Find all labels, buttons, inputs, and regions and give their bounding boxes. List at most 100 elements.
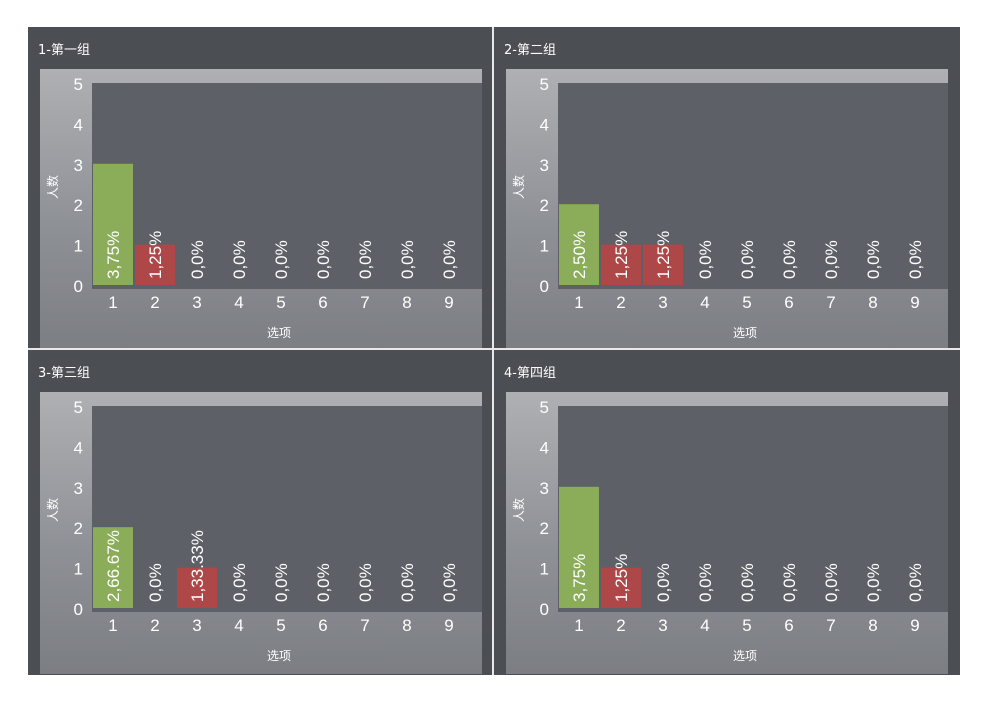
y-tick-label: 4 xyxy=(540,115,549,134)
y-tick-label: 1 xyxy=(74,237,83,256)
x-tick-label: 6 xyxy=(318,293,327,312)
bar xyxy=(559,204,599,285)
x-tick-label: 7 xyxy=(360,293,369,312)
data-label: 0,0% xyxy=(398,240,417,279)
x-tick-label: 4 xyxy=(234,616,243,635)
x-tick-label: 8 xyxy=(402,616,411,635)
chart-header xyxy=(494,350,960,389)
y-tick-label: 2 xyxy=(540,196,549,215)
x-tick-label: 1 xyxy=(574,293,583,312)
y-tick-label: 1 xyxy=(540,237,549,256)
data-label: 0,0% xyxy=(440,563,459,602)
x-axis-label: 选项 xyxy=(267,326,291,340)
plot-area xyxy=(92,406,482,612)
chart-title: 2-第二组 xyxy=(504,43,556,58)
x-tick-label: 6 xyxy=(784,293,793,312)
data-label: 0,0% xyxy=(822,240,841,279)
data-label: 1,33.33% xyxy=(188,530,207,602)
y-axis-label: 人数 xyxy=(45,175,60,199)
bar xyxy=(135,244,175,285)
x-tick-label: 8 xyxy=(868,293,877,312)
bar xyxy=(643,244,683,285)
y-tick-label: 1 xyxy=(74,560,83,579)
data-label: 0,0% xyxy=(188,240,207,279)
x-tick-label: 8 xyxy=(402,293,411,312)
x-tick-label: 5 xyxy=(742,616,751,635)
y-tick-label: 0 xyxy=(74,277,83,296)
x-axis-label: 选项 xyxy=(733,649,757,663)
y-tick-label: 4 xyxy=(74,115,83,134)
data-label: 0,0% xyxy=(696,563,715,602)
y-tick-label: 3 xyxy=(540,156,549,175)
chart-title: 4-第四组 xyxy=(504,366,556,381)
data-label: 0,0% xyxy=(314,563,333,602)
y-tick-label: 3 xyxy=(74,156,83,175)
y-tick-label: 3 xyxy=(540,479,549,498)
x-tick-label: 6 xyxy=(318,616,327,635)
bar xyxy=(601,244,641,285)
bar xyxy=(601,567,641,608)
data-label: 0,0% xyxy=(272,240,291,279)
x-tick-label: 7 xyxy=(826,293,835,312)
x-tick-label: 3 xyxy=(192,293,201,312)
chart-header xyxy=(28,350,494,389)
data-label: 1,25% xyxy=(612,231,631,279)
data-label: 0,0% xyxy=(906,563,925,602)
panel-divider-vertical xyxy=(492,27,494,675)
x-tick-label: 1 xyxy=(108,293,117,312)
y-tick-label: 1 xyxy=(540,560,549,579)
panel-divider-horizontal xyxy=(28,348,960,350)
data-label: 0,0% xyxy=(230,240,249,279)
y-tick-label: 2 xyxy=(74,519,83,538)
data-label: 0,0% xyxy=(738,240,757,279)
y-axis-label: 人数 xyxy=(511,175,526,199)
x-tick-label: 9 xyxy=(910,293,919,312)
x-tick-label: 7 xyxy=(826,616,835,635)
data-label: 2,66.67% xyxy=(104,530,123,602)
data-label: 0,0% xyxy=(314,240,333,279)
chart-header xyxy=(28,27,494,66)
x-tick-label: 9 xyxy=(444,293,453,312)
data-label: 0,0% xyxy=(440,240,459,279)
y-tick-label: 0 xyxy=(74,600,83,619)
data-label: 0,0% xyxy=(696,240,715,279)
data-label: 0,0% xyxy=(272,563,291,602)
data-label: 0,0% xyxy=(822,563,841,602)
y-tick-label: 0 xyxy=(540,600,549,619)
bar xyxy=(177,567,217,608)
data-label: 3,75% xyxy=(104,231,123,279)
y-tick-label: 4 xyxy=(540,438,549,457)
y-tick-label: 4 xyxy=(74,438,83,457)
data-label: 0,0% xyxy=(906,240,925,279)
y-tick-label: 5 xyxy=(540,75,549,94)
x-tick-label: 5 xyxy=(276,616,285,635)
x-tick-label: 8 xyxy=(868,616,877,635)
y-tick-label: 5 xyxy=(540,398,549,417)
x-tick-label: 4 xyxy=(700,293,709,312)
data-label: 0,0% xyxy=(230,563,249,602)
x-axis-label: 选项 xyxy=(267,649,291,663)
data-label: 1,25% xyxy=(612,554,631,602)
x-axis-label: 选项 xyxy=(733,326,757,340)
y-axis-label: 人数 xyxy=(45,498,60,522)
x-tick-label: 7 xyxy=(360,616,369,635)
data-label: 0,0% xyxy=(864,563,883,602)
y-tick-label: 3 xyxy=(74,479,83,498)
bar xyxy=(559,486,599,608)
x-tick-label: 6 xyxy=(784,616,793,635)
data-label: 2,50% xyxy=(570,231,589,279)
x-tick-label: 1 xyxy=(574,616,583,635)
x-tick-label: 4 xyxy=(234,293,243,312)
chart-title: 3-第三组 xyxy=(38,366,90,381)
x-tick-label: 3 xyxy=(658,616,667,635)
data-label: 0,0% xyxy=(864,240,883,279)
data-label: 0,0% xyxy=(654,563,673,602)
data-label: 0,0% xyxy=(738,563,757,602)
y-tick-label: 2 xyxy=(540,519,549,538)
chart-title: 1-第一组 xyxy=(38,43,90,58)
chart-header xyxy=(494,27,960,66)
bar xyxy=(93,527,133,608)
